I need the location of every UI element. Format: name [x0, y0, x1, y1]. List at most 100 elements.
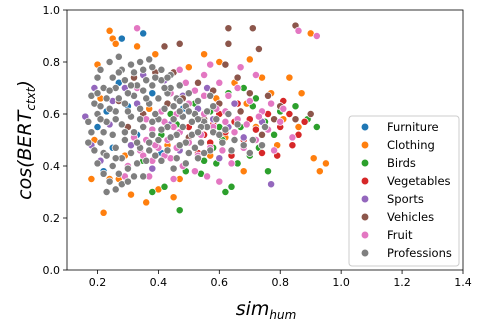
- point-professions: [123, 89, 132, 98]
- point-vegetables: [288, 141, 297, 150]
- point-professions: [151, 73, 160, 82]
- point-furniture: [148, 89, 157, 98]
- point-professions: [87, 128, 96, 137]
- point-fruit: [279, 104, 288, 113]
- point-professions: [111, 185, 120, 194]
- point-fruit: [190, 167, 199, 176]
- point-professions: [139, 65, 148, 74]
- point-fruit: [203, 172, 212, 181]
- point-vehicles: [224, 39, 233, 48]
- series-professions: [84, 52, 269, 196]
- legend-item-vehicles: Vehicles: [360, 210, 434, 224]
- x-tick-label: 0.4: [150, 276, 168, 289]
- point-professions: [154, 94, 163, 103]
- legend-label: Fruit: [387, 228, 413, 242]
- point-professions: [123, 164, 132, 173]
- legend-marker: [360, 230, 370, 240]
- point-vehicles: [221, 60, 230, 69]
- point-fruit: [169, 175, 178, 183]
- point-professions: [224, 110, 233, 118]
- legend-label: Furniture: [387, 120, 439, 134]
- point-clothing: [297, 89, 306, 98]
- point-professions: [261, 123, 269, 131]
- point-vehicles: [224, 24, 233, 33]
- point-vegetables: [251, 125, 260, 134]
- point-professions: [136, 58, 145, 66]
- point-professions: [127, 149, 135, 157]
- point-professions: [139, 86, 148, 95]
- point-professions: [215, 130, 224, 139]
- point-fruit: [133, 24, 142, 33]
- point-sports: [267, 180, 276, 189]
- point-professions: [120, 76, 129, 85]
- point-vehicles: [258, 130, 266, 139]
- legend-label: Birds: [387, 156, 416, 170]
- point-professions: [212, 115, 221, 124]
- point-professions: [175, 81, 184, 90]
- point-professions: [184, 149, 193, 157]
- legend-box: [348, 115, 460, 267]
- point-professions: [111, 143, 120, 152]
- point-professions: [111, 115, 120, 124]
- point-professions: [178, 123, 187, 131]
- point-professions: [120, 99, 129, 108]
- point-professions: [194, 97, 202, 105]
- point-professions: [93, 73, 102, 82]
- point-sports: [215, 154, 224, 163]
- point-vehicles: [254, 45, 263, 53]
- legend-label: Vehicles: [387, 210, 434, 224]
- point-professions: [114, 94, 123, 103]
- point-professions: [209, 102, 218, 111]
- point-professions: [157, 156, 166, 165]
- legend-item-birds: Birds: [360, 156, 416, 170]
- point-vegetables: [285, 110, 294, 118]
- point-professions: [142, 156, 151, 165]
- point-professions: [133, 138, 142, 147]
- point-vehicles: [248, 24, 257, 33]
- point-professions: [136, 115, 145, 124]
- y-tick-label: 1.0: [43, 4, 61, 17]
- point-professions: [160, 84, 169, 92]
- legend-item-professions: Professions: [360, 246, 452, 260]
- point-clothing: [315, 167, 324, 176]
- legend-item-vegetables: Vegetables: [360, 174, 451, 188]
- plot-frame: [66, 9, 464, 271]
- point-vegetables: [258, 149, 266, 157]
- y-tick-label: 0.4: [43, 160, 61, 173]
- x-tick-label: 1.4: [454, 276, 472, 289]
- point-professions: [157, 65, 166, 74]
- x-axis-label-sub: hum: [269, 308, 296, 322]
- point-fruit: [245, 97, 254, 105]
- point-fruit: [200, 71, 209, 79]
- point-clothing: [99, 208, 108, 217]
- point-professions: [175, 97, 184, 105]
- point-professions: [108, 73, 117, 82]
- point-professions: [163, 146, 172, 155]
- point-clothing: [105, 26, 114, 35]
- point-professions: [194, 154, 202, 163]
- point-professions: [96, 115, 105, 124]
- point-fruit: [294, 26, 303, 35]
- point-clothing: [294, 123, 303, 131]
- point-professions: [96, 138, 105, 147]
- y-tick-label: 0.6: [43, 108, 61, 121]
- x-tick-label: 1.0: [332, 276, 350, 289]
- point-clothing: [142, 198, 151, 207]
- point-professions: [218, 138, 227, 147]
- x-tick-label: 0.2: [89, 276, 107, 289]
- point-professions: [233, 120, 242, 129]
- point-professions: [102, 188, 111, 196]
- legend-label: Vegetables: [387, 174, 451, 188]
- point-clothing: [127, 190, 135, 199]
- point-fruit: [288, 133, 297, 142]
- point-furniture: [139, 29, 148, 38]
- point-professions: [99, 169, 108, 178]
- point-professions: [99, 128, 108, 137]
- point-birds: [148, 188, 157, 196]
- point-birds: [175, 206, 184, 215]
- point-professions: [127, 81, 135, 90]
- point-clothing: [111, 39, 120, 48]
- point-clothing: [184, 63, 193, 72]
- point-professions: [105, 58, 114, 66]
- y-axis-label-main: cos(BERT: [14, 109, 36, 200]
